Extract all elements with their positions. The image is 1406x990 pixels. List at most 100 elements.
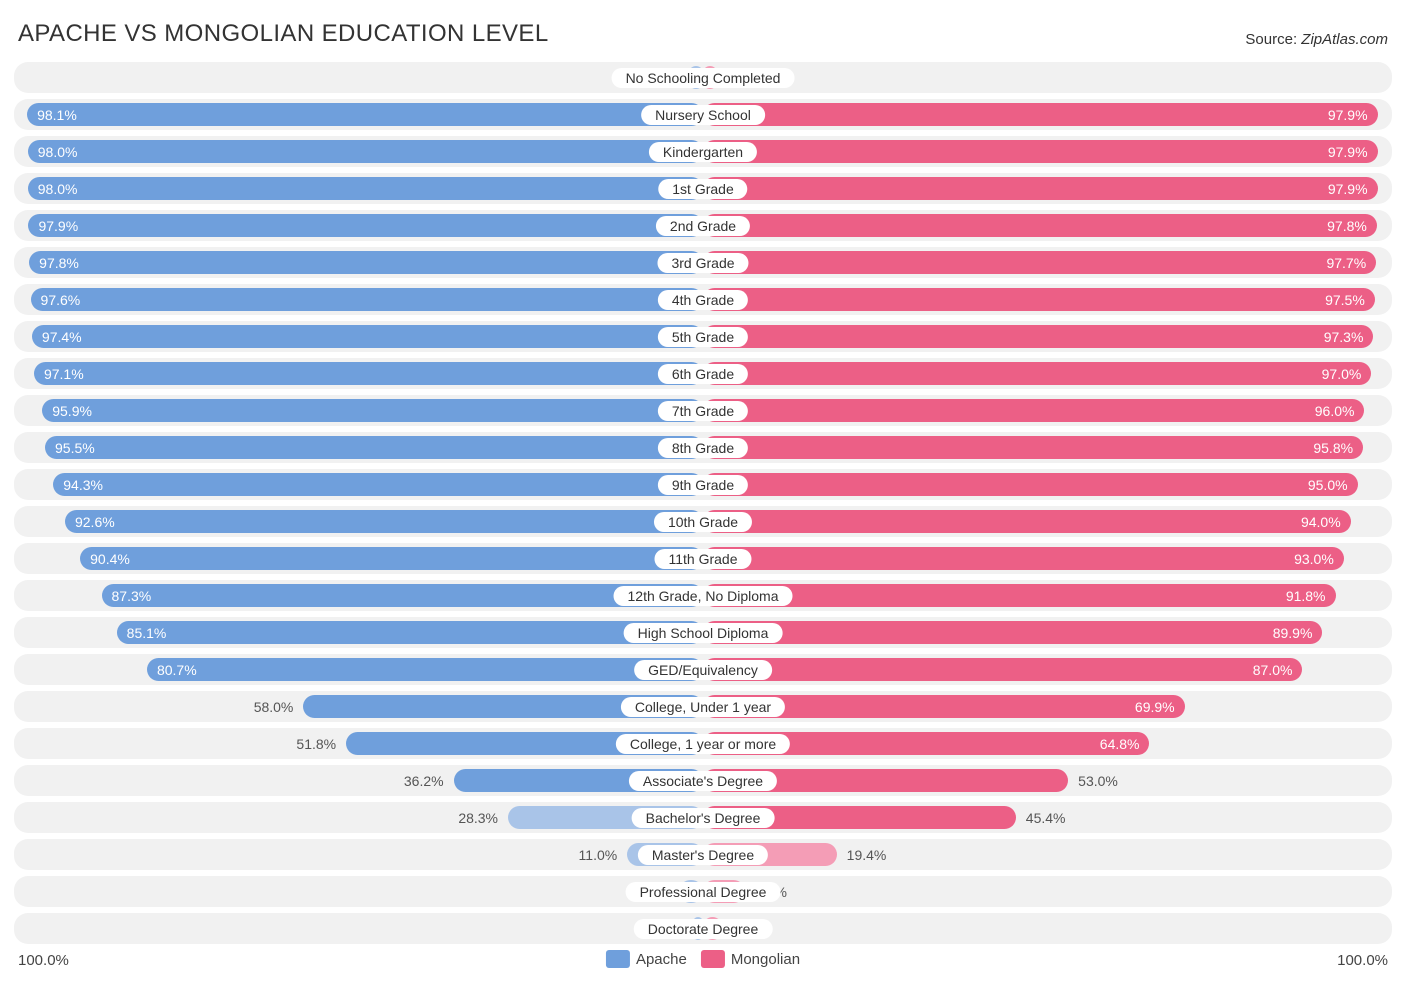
left-value: 85.1% <box>117 617 177 648</box>
left-half: 85.1% <box>14 617 703 648</box>
right-value: 97.9% <box>1318 173 1378 204</box>
chart-row: 92.6%94.0%10th Grade <box>14 506 1392 537</box>
category-label: 8th Grade <box>658 438 748 458</box>
source-label: Source: <box>1245 31 1297 48</box>
right-bar <box>703 214 1377 237</box>
right-half: 89.9% <box>703 617 1392 648</box>
left-half: 97.1% <box>14 358 703 389</box>
category-label: 2nd Grade <box>656 216 750 236</box>
category-label: 10th Grade <box>654 512 752 532</box>
chart-row: 97.4%97.3%5th Grade <box>14 321 1392 352</box>
chart-row: 80.7%87.0%GED/Equivalency <box>14 654 1392 685</box>
right-value: 53.0% <box>1068 765 1128 796</box>
chart-row: 85.1% 89.9%High School Diploma <box>14 617 1392 648</box>
category-label: No Schooling Completed <box>612 68 795 88</box>
chart-row: 95.5% 95.8% 8th Grade <box>14 432 1392 463</box>
left-bar <box>147 658 703 681</box>
category-label: Master's Degree <box>638 845 768 865</box>
chart-row: 28.3% 45.4% Bachelor's Degree <box>14 802 1392 833</box>
left-value: 94.3% <box>53 469 113 500</box>
right-value: 97.0% <box>1312 358 1372 389</box>
left-bar <box>65 510 703 533</box>
chart-row: 51.8%64.8%College, 1 year or more <box>14 728 1392 759</box>
category-label: 12th Grade, No Diploma <box>614 586 793 606</box>
category-label: 9th Grade <box>658 475 748 495</box>
right-half: 97.7% <box>703 247 1392 278</box>
right-half: 93.0% <box>703 543 1392 574</box>
legend-label-apache: Apache <box>636 951 687 968</box>
left-bar <box>28 214 703 237</box>
left-half: 98.0% <box>14 173 703 204</box>
left-half: 87.3% <box>14 580 703 611</box>
chart-row: 98.1% 97.9%Nursery School <box>14 99 1392 130</box>
right-bar <box>703 547 1344 570</box>
chart-row: 97.8% 97.7%3rd Grade <box>14 247 1392 278</box>
right-value: 95.0% <box>1298 469 1358 500</box>
left-bar <box>34 362 703 385</box>
chart-row: 98.0%97.9%1st Grade <box>14 173 1392 204</box>
right-value: 64.8% <box>1090 728 1150 759</box>
left-half: 28.3% <box>14 802 703 833</box>
right-half: 97.9% <box>703 136 1392 167</box>
left-value: 97.9% <box>28 210 88 241</box>
left-value: 98.0% <box>28 173 88 204</box>
chart-source: Source: ZipAtlas.com <box>1245 31 1388 48</box>
category-label: College, 1 year or more <box>616 734 790 754</box>
right-value: 96.0% <box>1305 395 1365 426</box>
category-label: 3rd Grade <box>657 253 748 273</box>
right-half: 2.8% <box>703 913 1392 944</box>
chart-footer: 100.0% Apache Mongolian 100.0% <box>14 950 1392 976</box>
axis-right-label: 100.0% <box>1337 952 1388 969</box>
right-bar <box>703 510 1351 533</box>
left-half: 90.4% <box>14 543 703 574</box>
left-bar <box>117 621 703 644</box>
legend-item-apache: Apache <box>606 950 687 968</box>
left-value: 11.0% <box>569 839 628 870</box>
right-value: 94.0% <box>1291 506 1351 537</box>
right-half: 97.9% <box>703 99 1392 130</box>
right-half: 64.8% <box>703 728 1392 759</box>
right-value: 87.0% <box>1243 654 1303 685</box>
right-bar <box>703 436 1363 459</box>
left-value: 95.5% <box>45 432 105 463</box>
chart-row: 3.5%6.1%Professional Degree <box>14 876 1392 907</box>
right-bar <box>703 103 1378 126</box>
right-half: 69.9% <box>703 691 1392 722</box>
category-label: Bachelor's Degree <box>632 808 775 828</box>
category-label: Nursery School <box>641 105 765 125</box>
right-half: 6.1% <box>703 876 1392 907</box>
left-value: 98.0% <box>28 136 88 167</box>
right-value: 97.5% <box>1315 284 1375 315</box>
right-bar <box>703 584 1336 607</box>
right-half: 19.4% <box>703 839 1392 870</box>
chart-row: 11.0% 19.4% Master's Degree <box>14 839 1392 870</box>
chart-row: 87.3% 91.8% 12th Grade, No Diploma <box>14 580 1392 611</box>
right-half: 45.4% <box>703 802 1392 833</box>
left-value: 97.8% <box>29 247 89 278</box>
chart-row: 58.0%69.9%College, Under 1 year <box>14 691 1392 722</box>
right-bar <box>703 251 1376 274</box>
right-bar <box>703 177 1378 200</box>
right-value: 91.8% <box>1276 580 1336 611</box>
right-value: 95.8% <box>1303 432 1363 463</box>
category-label: High School Diploma <box>624 623 783 643</box>
right-half: 95.8% <box>703 432 1392 463</box>
right-half: 95.0% <box>703 469 1392 500</box>
left-value: 58.0% <box>244 691 304 722</box>
right-value: 19.4% <box>837 839 897 870</box>
chart-row: 97.1% 97.0% 6th Grade <box>14 358 1392 389</box>
right-half: 91.8% <box>703 580 1392 611</box>
axis-left-label: 100.0% <box>18 952 69 969</box>
right-value: 45.4% <box>1016 802 1076 833</box>
category-label: 4th Grade <box>658 290 748 310</box>
left-half: 95.9% <box>14 395 703 426</box>
category-label: 6th Grade <box>658 364 748 384</box>
left-value: 98.1% <box>27 99 87 130</box>
category-label: 7th Grade <box>658 401 748 421</box>
left-half: 97.4% <box>14 321 703 352</box>
left-bar <box>29 251 703 274</box>
category-label: 11th Grade <box>654 549 751 569</box>
left-value: 95.9% <box>42 395 102 426</box>
chart-container: APACHE VS MONGOLIAN EDUCATION LEVEL Sour… <box>0 0 1406 990</box>
right-bar <box>703 621 1322 644</box>
